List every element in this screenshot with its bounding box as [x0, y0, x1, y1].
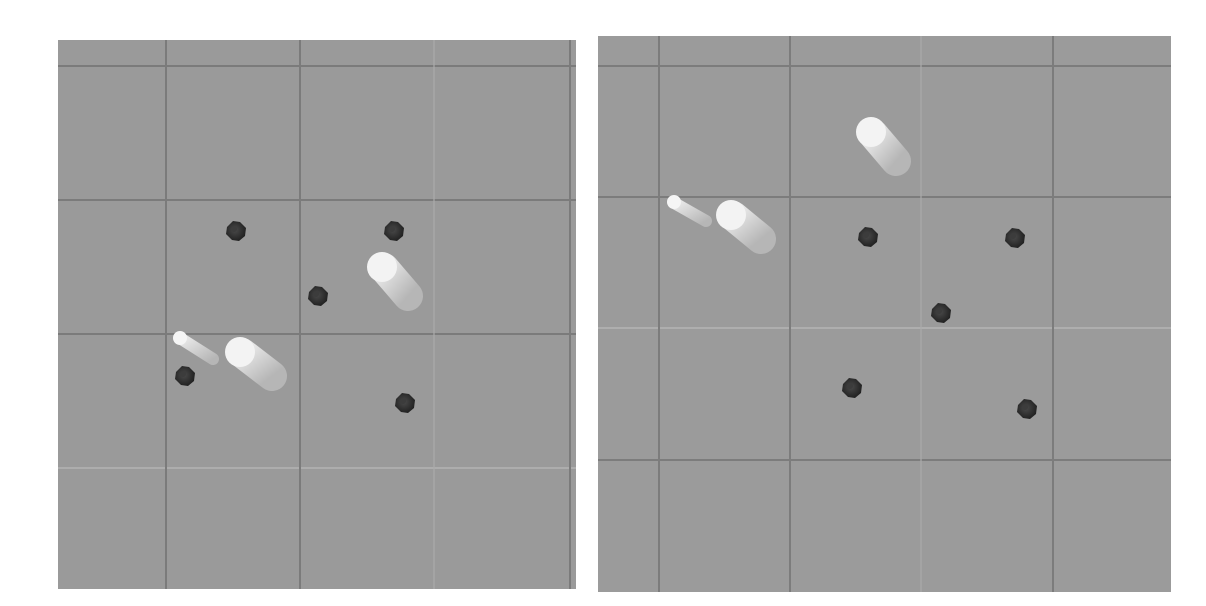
left-simulation-view: [58, 40, 576, 589]
obstacle-icon: [931, 303, 951, 323]
left-view-canvas: [58, 40, 576, 589]
obstacle-icon: [1005, 228, 1025, 248]
cylinder-icon: [716, 200, 776, 254]
obstacle-icon: [395, 393, 415, 413]
cylinder-icon: [367, 252, 423, 311]
grid-lines-vertical: [658, 36, 1054, 592]
right-simulation-view: [598, 36, 1171, 592]
right-view-canvas: [598, 36, 1171, 592]
obstacle-icon: [858, 227, 878, 247]
obstacle-icon: [1017, 399, 1037, 419]
cylinder-icon: [856, 117, 911, 176]
obstacle-icon: [384, 221, 404, 241]
obstacle-icon: [175, 366, 195, 386]
obstacle-icon: [308, 286, 328, 306]
obstacle-icon: [842, 378, 862, 398]
floor: [598, 36, 1171, 592]
grid-lines-horizontal: [58, 65, 576, 335]
cylinder-icon: [225, 337, 287, 391]
grid-lines-horizontal: [598, 65, 1171, 461]
obstacle-icon: [226, 221, 246, 241]
small-cylinder-icon: [173, 331, 219, 365]
grid-lines-vertical: [165, 40, 571, 589]
small-cylinder-icon: [667, 195, 712, 227]
floor: [58, 40, 576, 589]
